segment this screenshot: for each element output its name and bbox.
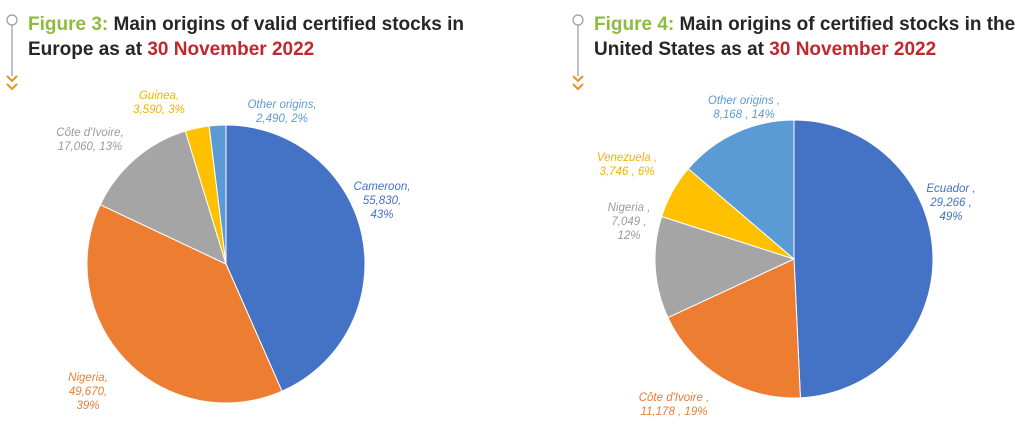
data-label-ecuador: Ecuador , 29,266 , 49% [926, 183, 975, 223]
figure-3-title: Figure 3: Main origins of valid certifie… [28, 12, 508, 62]
figure-number: Figure 4: [594, 14, 675, 35]
pie-chart-figure-4: Ecuador , 29,266 , 49% Côte d'Ivoire , 11,17… [597, 95, 976, 418]
title-text: Europe as at [28, 39, 148, 60]
figure-number: Figure 3: [28, 14, 109, 35]
figure-marker-icon [6, 14, 18, 91]
pie-chart-figure-3: Cameroon, 55,830, 43% Nigeria, 49,670, 39% Côt… [56, 90, 411, 412]
data-label-c-te-d-ivoire: Côte d'Ivoire , 11,178 , 19% [639, 392, 710, 418]
title-text: Main origins of valid certified stocks i… [108, 14, 465, 35]
data-label-venezuela: Venezuela , 3,746 , 6% [597, 152, 657, 178]
data-label-nigeria: Nigeria, 49,670, 39% [68, 372, 108, 412]
pie-slice-c-te-d-ivoire [667, 258, 801, 399]
data-label-other-origins: Other origins, 2,490, 2% [247, 99, 316, 125]
pie-slice-cameroon [225, 124, 366, 392]
data-label-other-origins: Other origins , 8,168 , 14% [708, 95, 780, 121]
data-label-cameroon: Cameroon, 55,830, 43% [354, 181, 411, 221]
title-text: Main origins of certified stocks in the [674, 14, 1016, 35]
title-text: United States as at [594, 39, 770, 60]
figure-marker-icon [572, 14, 584, 91]
title-date: 30 November 2022 [769, 39, 937, 60]
pie-slice-nigeria [654, 215, 796, 319]
pie-slice-nigeria [86, 204, 283, 404]
pie-slice-other-origins [687, 119, 795, 261]
data-label-nigeria: Nigeria , 7,049 , 12% [608, 202, 651, 242]
data-label-guinea: Guinea, 3,590, 3% [133, 90, 185, 116]
data-label-c-te-d-ivoire: Côte d'Ivoire, 17,060, 13% [56, 127, 123, 153]
figure-4-panel: Figure 4: Main origins of certified stoc… [566, 0, 1024, 439]
pie-slice-c-te-d-ivoire [99, 130, 227, 265]
pie-slice-ecuador [793, 119, 934, 399]
figure-4-title: Figure 4: Main origins of certified stoc… [594, 12, 1020, 62]
pie-slice-other-origins [208, 124, 227, 265]
figure-3-panel: Figure 3: Main origins of valid certifie… [6, 12, 508, 412]
title-date: 30 November 2022 [147, 39, 315, 60]
